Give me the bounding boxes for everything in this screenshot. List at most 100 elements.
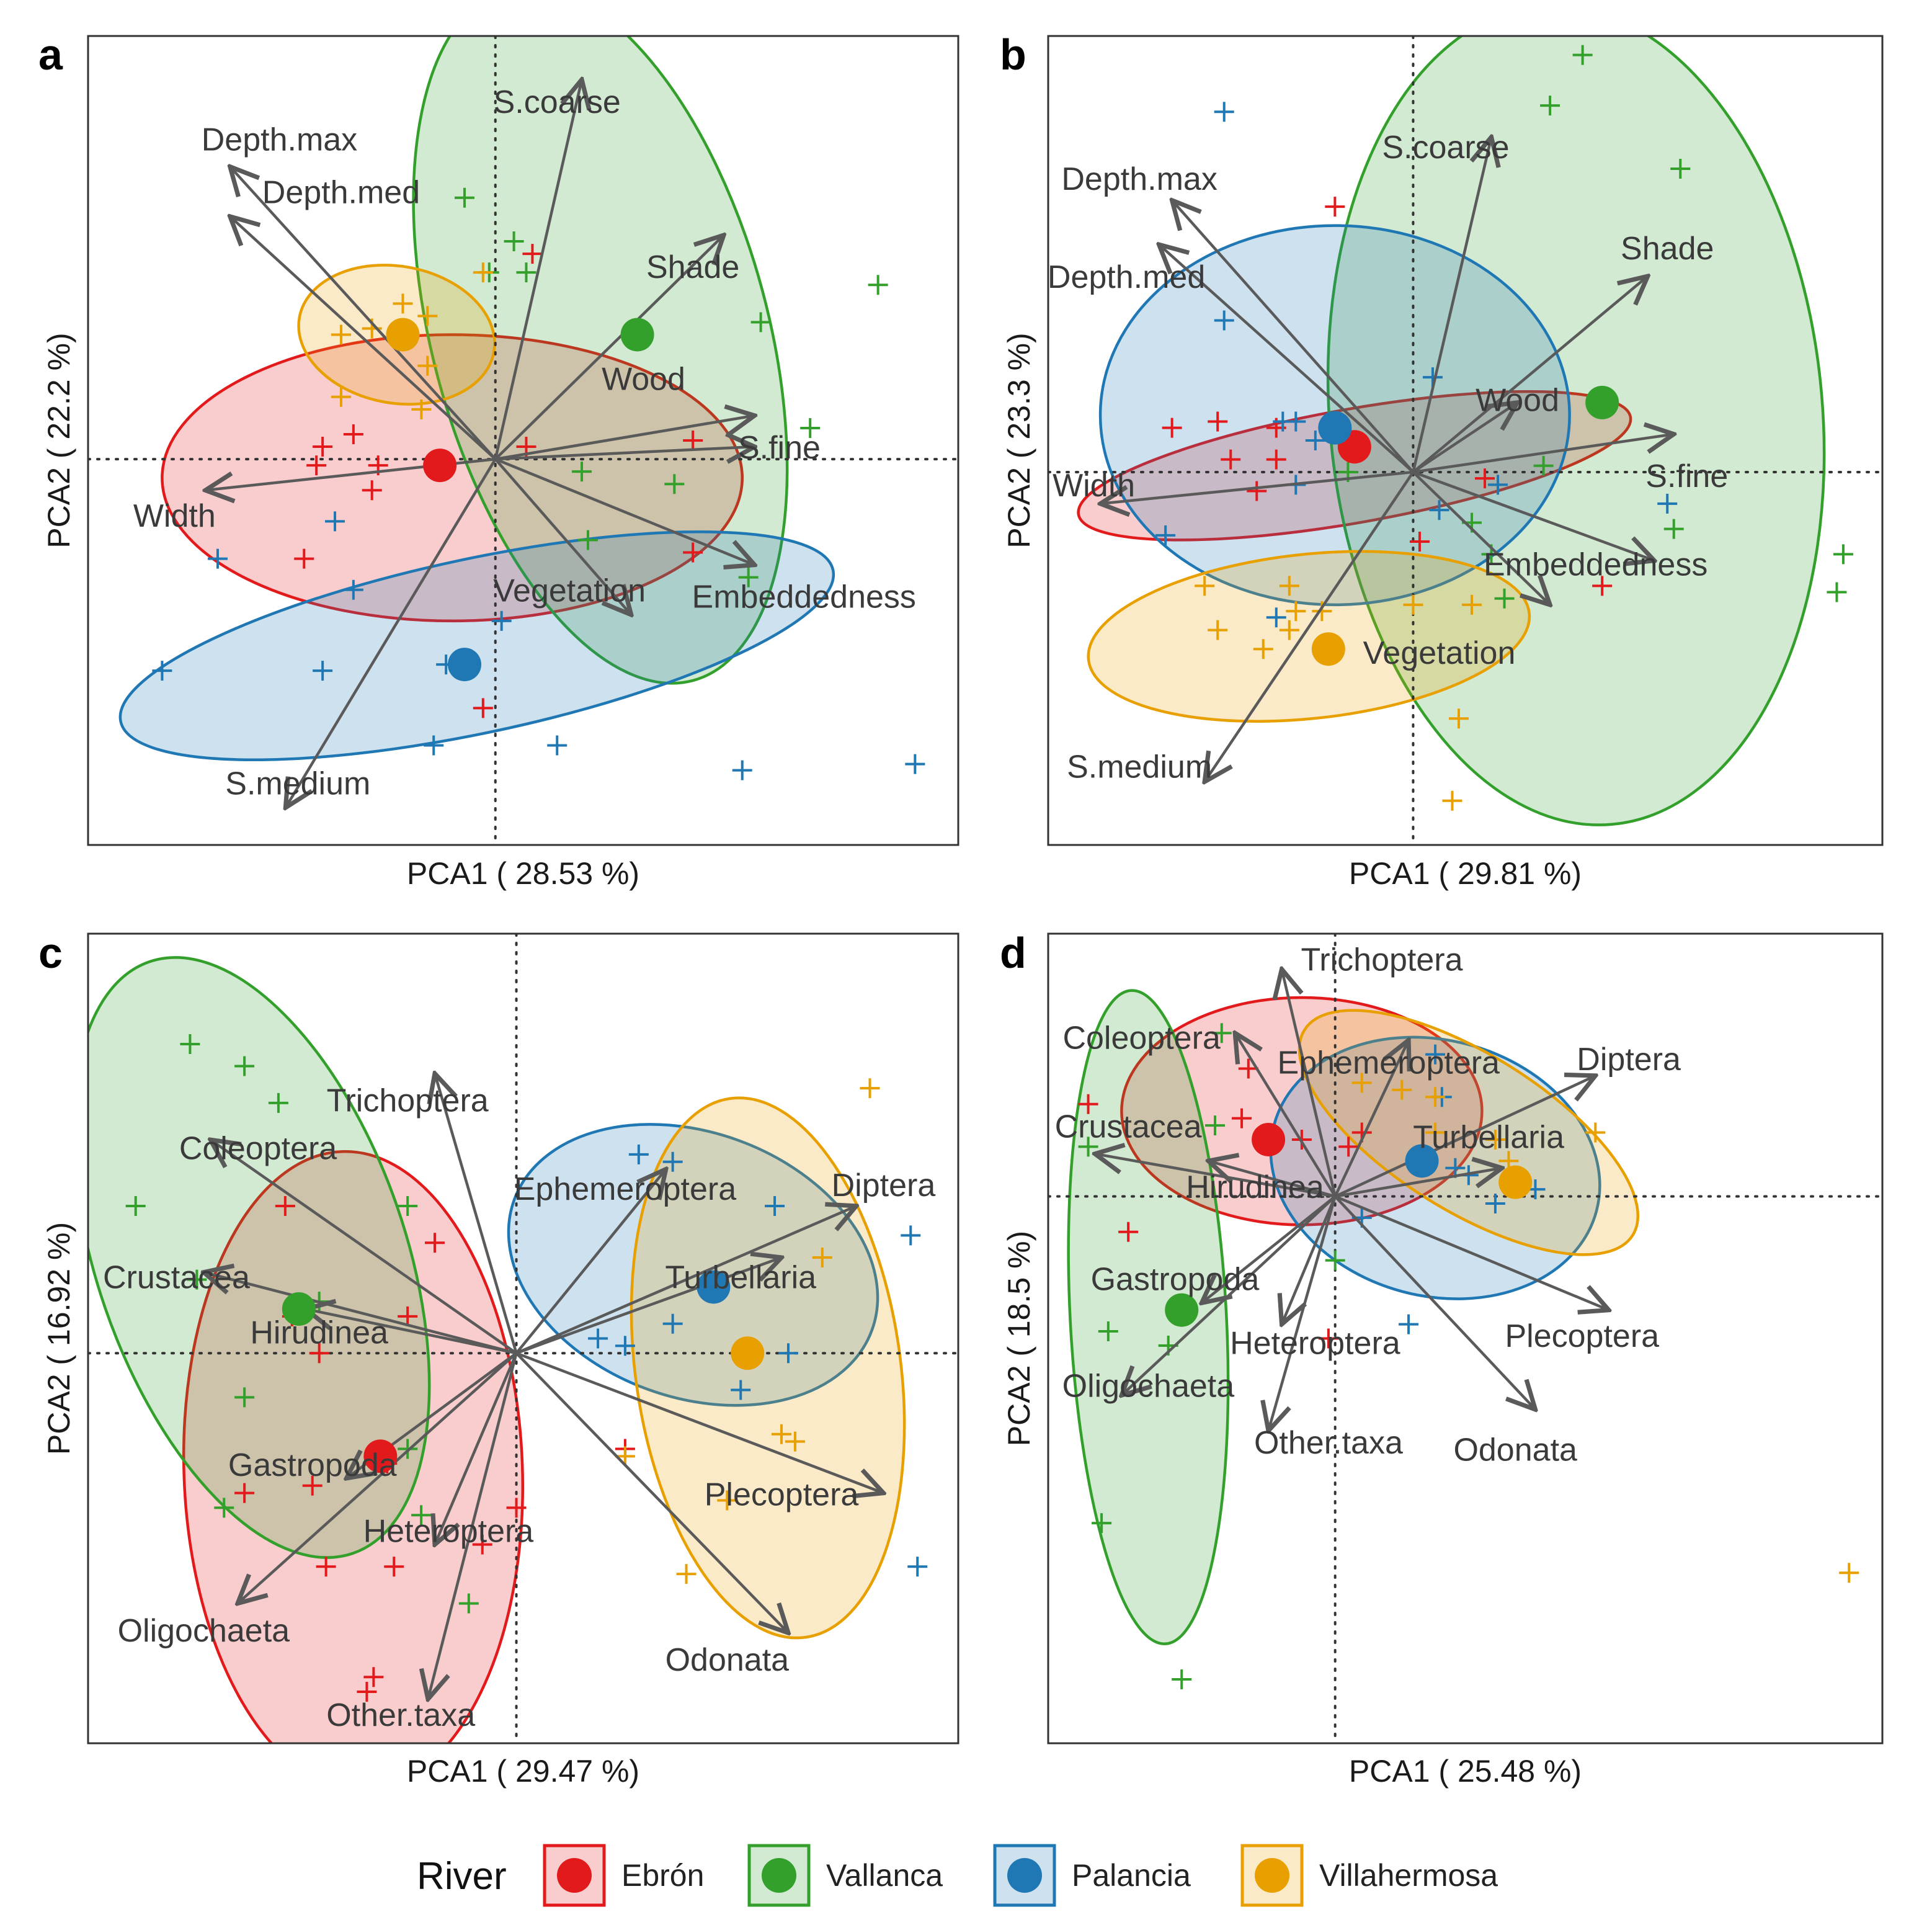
data-point <box>1205 1115 1225 1136</box>
data-point <box>868 275 888 295</box>
data-point <box>1409 532 1430 552</box>
legend-dot <box>762 1858 796 1893</box>
loading-label: S.medium <box>225 766 370 802</box>
loading-label: Crustacea <box>103 1259 250 1295</box>
loading-label: Wood <box>1476 383 1559 419</box>
legend-label: Palancia <box>1072 1858 1191 1893</box>
data-point <box>506 1498 527 1518</box>
data-point <box>1092 1513 1112 1534</box>
data-point <box>1232 1108 1252 1128</box>
data-point <box>1585 1122 1606 1143</box>
loading-label: Shade <box>1621 231 1714 267</box>
loading-label: Heteroptera <box>1230 1326 1400 1362</box>
data-point <box>1286 601 1306 622</box>
loading-arrow <box>238 1352 518 1603</box>
data-point <box>306 455 327 476</box>
data-point <box>1429 500 1449 520</box>
data-point <box>1266 449 1286 470</box>
data-point <box>1351 1073 1372 1093</box>
panel-letter: a <box>38 30 63 79</box>
loading-arrow <box>1412 470 1654 561</box>
data-point <box>1253 639 1273 659</box>
loading-label: Ephemeroptera <box>1278 1045 1500 1081</box>
loading-label: Shade <box>646 249 739 285</box>
legend-item: Palancia <box>993 1844 1191 1907</box>
confidence-ellipse <box>507 1123 879 1407</box>
data-point <box>125 1195 146 1216</box>
y-axis-title: PCA2 ( 23.3 %) <box>1002 333 1036 548</box>
data-point <box>516 262 536 283</box>
data-point <box>294 548 314 569</box>
data-point <box>1286 411 1306 432</box>
legend-item: Villahermosa <box>1240 1844 1498 1907</box>
group-centroid <box>1252 1122 1286 1156</box>
data-point <box>1162 418 1182 438</box>
data-point <box>628 1144 649 1164</box>
loading-label: S.coarse <box>1382 130 1509 166</box>
loading-arrow <box>1333 1040 1409 1197</box>
x-axis-title: PCA1 ( 29.47 %) <box>407 1754 639 1789</box>
data-point <box>1425 1087 1446 1107</box>
data-point <box>901 1225 921 1246</box>
data-point <box>398 1439 418 1459</box>
legend-label: Vallanca <box>826 1858 943 1893</box>
confidence-ellipse <box>161 333 744 623</box>
data-point <box>1078 1094 1098 1114</box>
data-point <box>1425 1122 1446 1143</box>
data-point <box>1485 1129 1505 1150</box>
loading-label: Oligochaeta <box>118 1613 290 1649</box>
data-point <box>1214 102 1234 122</box>
data-point <box>1325 197 1345 217</box>
data-point <box>331 386 351 407</box>
confidence-ellipse <box>1298 1009 1640 1256</box>
data-point <box>472 1534 492 1555</box>
data-point <box>504 231 524 252</box>
data-point <box>905 754 925 774</box>
confidence-ellipse <box>1087 550 1531 723</box>
data-point <box>325 511 345 532</box>
panel-d: d Trichoptera Coleoptera Ephemeroptera Dipte… <box>1000 929 1884 1789</box>
group-centroid <box>1165 1293 1199 1327</box>
loading-arrow <box>1412 276 1647 473</box>
legend-dot <box>557 1858 592 1893</box>
data-point <box>522 244 543 264</box>
data-point <box>473 262 493 283</box>
data-point <box>577 530 598 550</box>
loading-label: Odonata <box>1453 1432 1577 1468</box>
y-axis-title: PCA2 ( 16.92 %) <box>42 1222 76 1455</box>
data-point <box>1155 525 1176 545</box>
loading-arrow <box>1100 470 1413 504</box>
data-point <box>1399 1314 1419 1334</box>
legend-item: Vallanca <box>747 1844 943 1907</box>
loading-arrow <box>1159 244 1414 473</box>
loading-arrow <box>1201 1195 1337 1303</box>
data-point <box>331 324 351 345</box>
data-point <box>785 1431 805 1452</box>
data-point <box>1214 310 1234 331</box>
data-point <box>738 567 759 587</box>
loading-arrow <box>515 1258 781 1355</box>
data-point <box>907 1557 928 1577</box>
loading-arrow <box>435 1352 518 1544</box>
data-point <box>1533 455 1554 476</box>
data-point <box>662 1151 683 1172</box>
data-point <box>207 548 228 569</box>
loading-label: Depth.med <box>262 175 420 211</box>
data-point <box>458 1593 479 1614</box>
loading-label: Embeddedness <box>692 579 916 615</box>
loading-arrow <box>494 458 755 565</box>
data-point <box>1485 1194 1505 1213</box>
data-point <box>214 1498 234 1518</box>
loading-arrow <box>515 1352 884 1493</box>
data-point <box>1318 1328 1338 1349</box>
loading-label: Odonata <box>666 1642 790 1678</box>
group-centroid <box>1405 1144 1439 1178</box>
loading-arrow <box>428 1352 518 1699</box>
data-point <box>588 1328 608 1349</box>
data-point <box>309 1343 329 1364</box>
data-point <box>1448 708 1469 729</box>
plot-frame <box>87 932 959 1744</box>
data-point <box>424 735 444 756</box>
loading-arrow <box>1335 1168 1502 1198</box>
